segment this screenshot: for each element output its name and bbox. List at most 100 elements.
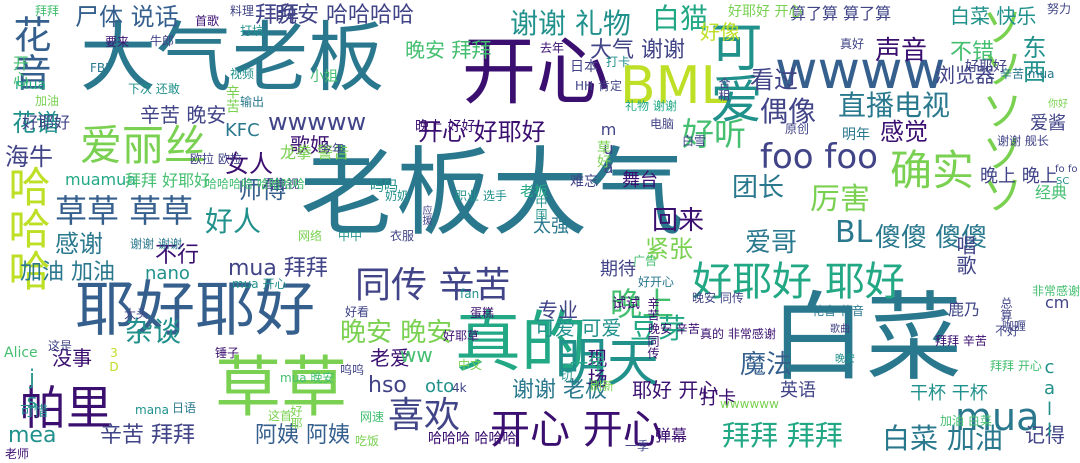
cloud-word: 开心 xyxy=(10,55,29,87)
cloud-word: 期待 xyxy=(600,259,636,280)
cloud-word: 魔法 xyxy=(740,350,793,380)
cloud-word: 中国 xyxy=(534,196,548,220)
cloud-word: 好耶好 xyxy=(22,113,71,132)
cloud-word: 鹿乃 xyxy=(948,300,981,319)
cloud-word: 辛苦 拜拜 xyxy=(100,423,195,448)
cloud-word: 小姐 xyxy=(310,69,338,85)
cloud-word: KFC xyxy=(225,120,260,141)
cloud-word: 职业 选手 xyxy=(455,189,507,203)
cloud-word: 太强 xyxy=(533,216,569,237)
cloud-word: 记得 xyxy=(1025,423,1065,447)
cloud-word: 礼物 谢谢 xyxy=(625,99,677,113)
cloud-word: 现场 xyxy=(584,348,608,388)
cloud-word: 耶好耶好 xyxy=(75,275,315,345)
cloud-word: 同传 辛苦 xyxy=(355,265,511,306)
cloud-word: muamua xyxy=(65,170,137,189)
cloud-word: 好耶好 xyxy=(965,59,1007,75)
cloud-word: 衣服 xyxy=(390,229,415,243)
cloud-word: 龙拳 警告 xyxy=(280,143,350,162)
cloud-word: 晚安 同传 xyxy=(692,291,744,305)
cloud-word: 真好 xyxy=(840,37,865,51)
cloud-word: SC xyxy=(1056,176,1070,187)
cloud-word: 感觉 xyxy=(880,118,928,146)
cloud-word: 女人 xyxy=(225,150,273,178)
cloud-word: 谢谢 谢谢 xyxy=(130,237,182,251)
cloud-word: 好人 xyxy=(205,205,262,238)
cloud-word: 好开心 xyxy=(638,275,675,289)
cloud-word: 欧拉 欧拉 xyxy=(190,152,242,166)
cloud-word: 白雪 xyxy=(682,134,707,148)
cloud-word: 要来 xyxy=(105,35,130,49)
cloud-word: 呜呜 xyxy=(340,363,365,377)
cloud-word: 好听 xyxy=(682,115,747,153)
cloud-word: 锤子 xyxy=(215,346,240,360)
cloud-word: 老板 xyxy=(520,184,548,200)
cloud-word: 真的 非常感谢 xyxy=(700,327,776,341)
cloud-word: 可爱 xyxy=(701,20,761,124)
cloud-word: 这是 xyxy=(48,339,73,353)
cloud-word: Alice xyxy=(4,345,38,361)
cloud-word: hso xyxy=(368,373,407,398)
cloud-word: 歌曲 xyxy=(830,324,850,335)
cloud-word: 晚安 辛苦 xyxy=(648,322,700,336)
cloud-word: 声音 xyxy=(875,36,928,66)
cloud-word: 好耶好 开心 xyxy=(728,4,803,20)
cloud-word: 打坑 xyxy=(240,24,265,38)
cloud-word: 师傅 xyxy=(238,176,286,204)
cloud-word: 弹幕 xyxy=(655,426,688,445)
cloud-word: 好耶 xyxy=(289,405,303,429)
cloud-word: 中文 xyxy=(458,358,483,372)
cloud-word: 晚安 拜拜 xyxy=(405,38,492,62)
cloud-word: 看电视 xyxy=(263,177,300,191)
cloud-word: cm xyxy=(1045,293,1070,312)
cloud-word: 哈哈哈 xyxy=(2,165,51,291)
cloud-word: 输出 xyxy=(240,95,265,109)
cloud-word: 辛苦 xyxy=(224,85,240,113)
cloud-word: 爱酱 xyxy=(1030,113,1066,134)
cloud-word: 晚安 xyxy=(835,354,855,365)
cloud-word: FBI xyxy=(90,61,109,75)
cloud-word: fo fo xyxy=(1055,164,1078,175)
cloud-word: 原创 xyxy=(785,122,810,136)
cloud-word: BML xyxy=(620,56,730,116)
cloud-word: 网速 xyxy=(360,410,385,424)
cloud-word: 开心 好耶好 xyxy=(418,118,546,146)
cloud-word: 团长 xyxy=(732,173,785,203)
cloud-word: 直播电视 xyxy=(838,89,951,122)
cloud-word: 咖喱 xyxy=(1002,319,1027,333)
cloud-word: 唱歌 xyxy=(953,235,977,275)
cloud-word: 没事 xyxy=(52,346,92,370)
cloud-word: 英语 xyxy=(780,380,816,401)
cloud-word: 开心 开心 xyxy=(490,407,663,453)
cloud-word: 帕里 xyxy=(20,381,112,435)
cloud-word: 辛苦 晚安 xyxy=(140,103,227,127)
cloud-word: mua 晚安 xyxy=(280,371,335,385)
cloud-word: 白菜 xyxy=(770,282,962,394)
cloud-word: 谢谢 礼物 xyxy=(510,7,631,40)
cloud-word: 老师 xyxy=(5,447,30,461)
cloud-word: 偶像 xyxy=(760,95,817,128)
cloud-word: 专业 xyxy=(538,298,578,322)
cloud-word: 加油 白菜 xyxy=(940,414,992,428)
cloud-word: 白猫 xyxy=(652,2,709,35)
cloud-word: 这首 xyxy=(268,409,293,423)
cloud-word: 好看 xyxy=(345,305,370,319)
cloud-word: 干杯 干杯 xyxy=(910,383,988,404)
cloud-word: 晚上 xyxy=(610,285,675,323)
cloud-word: 好耶草 xyxy=(443,329,480,343)
cloud-word: 回来 xyxy=(652,206,705,236)
cloud-word: 可惜 xyxy=(20,404,48,420)
cloud-word: 可爱 可爱 xyxy=(535,316,622,340)
cloud-word: mua xyxy=(15,77,47,93)
cloud-word: 电脑 xyxy=(650,117,675,131)
cloud-word: 尸体 说话 xyxy=(75,3,179,31)
cloud-word: 白菜 加油 xyxy=(882,422,1003,455)
cloud-word: 拜拜 好耶好 xyxy=(125,171,211,190)
cloud-word: 明年 xyxy=(842,127,870,143)
cloud-word: 喜欢 xyxy=(388,395,461,436)
cloud-word: 算了算 算了算 xyxy=(790,4,892,23)
cloud-word: 你好 xyxy=(1048,99,1068,110)
cloud-word: 紧张 xyxy=(645,235,693,263)
cloud-word: 白菜 快乐 xyxy=(950,4,1037,28)
